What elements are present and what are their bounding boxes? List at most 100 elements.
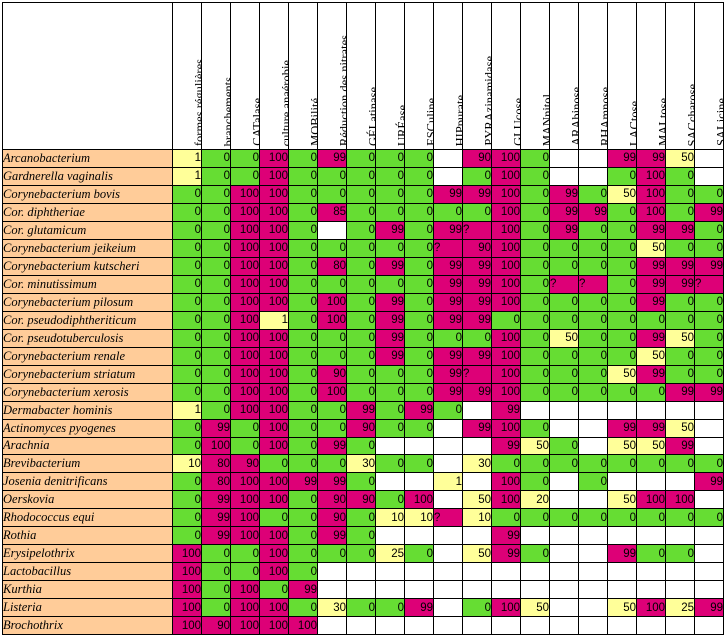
value-cell[interactable]: 30 xyxy=(462,454,492,474)
value-cell[interactable]: 100 xyxy=(491,472,521,492)
value-cell[interactable]: 0 xyxy=(578,346,608,366)
value-cell[interactable]: 0 xyxy=(462,328,492,348)
value-cell[interactable]: 0 xyxy=(665,508,695,528)
value-cell[interactable]: 50 xyxy=(665,328,695,348)
value-cell[interactable] xyxy=(433,616,463,636)
value-cell[interactable]: 100 xyxy=(636,166,666,186)
column-header[interactable]: GÉLatinase xyxy=(346,2,376,150)
value-cell[interactable]: 1 xyxy=(172,149,202,168)
value-cell[interactable] xyxy=(520,562,550,582)
value-cell[interactable]: 0 xyxy=(201,310,231,330)
value-cell[interactable] xyxy=(433,490,463,510)
value-cell[interactable]: 0 xyxy=(288,310,318,330)
value-cell[interactable]: 0 xyxy=(665,454,695,474)
organism-cell[interactable]: Listeria xyxy=(2,598,173,618)
value-cell[interactable]: 0 xyxy=(346,166,376,186)
value-cell[interactable]: 0 xyxy=(172,202,202,222)
value-cell[interactable]: 99 xyxy=(694,382,724,402)
value-cell[interactable] xyxy=(578,526,608,546)
value-cell[interactable]: 99 xyxy=(607,544,637,564)
value-cell[interactable]: 100 xyxy=(491,220,521,240)
value-cell[interactable]: 0 xyxy=(694,328,724,348)
value-cell[interactable]: 99 xyxy=(433,256,463,276)
value-cell[interactable]: 100 xyxy=(636,598,666,618)
value-cell[interactable]: 0 xyxy=(259,580,289,600)
value-cell[interactable]: 0 xyxy=(288,436,318,456)
value-cell[interactable]: 90 xyxy=(462,238,492,258)
value-cell[interactable]: 100 xyxy=(259,364,289,384)
column-header[interactable]: ARAbinose xyxy=(549,2,579,150)
value-cell[interactable]: 0 xyxy=(607,274,637,294)
value-cell[interactable]: 0 xyxy=(201,238,231,258)
value-cell[interactable] xyxy=(520,580,550,600)
value-cell[interactable]: 0 xyxy=(578,184,608,204)
organism-cell[interactable]: Arachnia xyxy=(2,436,173,456)
value-cell[interactable]: 100 xyxy=(491,382,521,402)
value-cell[interactable]: 99 xyxy=(317,526,347,546)
value-cell[interactable]: 0 xyxy=(665,364,695,384)
column-header[interactable]: ESCuline xyxy=(404,2,434,150)
value-cell[interactable]: 90 xyxy=(317,490,347,510)
value-cell[interactable]: 100 xyxy=(230,508,260,528)
value-cell[interactable]: 0 xyxy=(462,598,492,618)
value-cell[interactable]: 0 xyxy=(520,274,550,294)
value-cell[interactable]: 0 xyxy=(288,328,318,348)
value-cell[interactable]: 0 xyxy=(578,220,608,240)
value-cell[interactable]: 100 xyxy=(491,418,521,438)
value-cell[interactable]: 0 xyxy=(201,256,231,276)
value-cell[interactable] xyxy=(578,616,608,636)
value-cell[interactable]: 10 xyxy=(375,508,405,528)
value-cell[interactable]: 0 xyxy=(549,346,579,366)
value-cell[interactable] xyxy=(549,616,579,636)
column-header[interactable]: MOBilité xyxy=(288,2,318,150)
value-cell[interactable]: 0 xyxy=(201,166,231,186)
value-cell[interactable] xyxy=(491,616,521,636)
value-cell[interactable]: 99 xyxy=(346,400,376,420)
organism-cell[interactable]: Cor. minutissimum xyxy=(2,274,173,294)
value-cell[interactable]: ? xyxy=(462,220,492,240)
value-cell[interactable]: 0 xyxy=(288,166,318,186)
value-cell[interactable]: 10 xyxy=(462,508,492,528)
value-cell[interactable]: 100 xyxy=(201,436,231,456)
value-cell[interactable]: 0 xyxy=(172,490,202,510)
value-cell[interactable] xyxy=(404,472,434,492)
value-cell[interactable]: 0 xyxy=(578,238,608,258)
value-cell[interactable] xyxy=(578,562,608,582)
value-cell[interactable]: 25 xyxy=(665,598,695,618)
value-cell[interactable]: 100 xyxy=(259,166,289,186)
value-cell[interactable]: 99 xyxy=(404,400,434,420)
value-cell[interactable]: 0 xyxy=(375,490,405,510)
value-cell[interactable] xyxy=(375,616,405,636)
value-cell[interactable]: 99 xyxy=(578,202,608,222)
value-cell[interactable]: 0 xyxy=(665,310,695,330)
value-cell[interactable]: 100 xyxy=(491,184,521,204)
value-cell[interactable]: 100 xyxy=(259,328,289,348)
value-cell[interactable] xyxy=(404,436,434,456)
value-cell[interactable] xyxy=(317,562,347,582)
value-cell[interactable]: 0 xyxy=(172,418,202,438)
value-cell[interactable]: 0 xyxy=(433,328,463,348)
value-cell[interactable]: 0 xyxy=(636,382,666,402)
value-cell[interactable] xyxy=(317,616,347,636)
value-cell[interactable]: 0 xyxy=(607,508,637,528)
organism-cell[interactable]: Brochothrix xyxy=(2,616,173,636)
value-cell[interactable]: 100 xyxy=(491,364,521,384)
value-cell[interactable]: 99 xyxy=(694,256,724,276)
value-cell[interactable]: ? xyxy=(549,274,579,294)
column-header[interactable]: culture anaérobie xyxy=(259,2,289,150)
value-cell[interactable]: 100 xyxy=(288,616,318,636)
value-cell[interactable]: ? xyxy=(433,508,463,528)
organism-cell[interactable]: Rothia xyxy=(2,526,173,546)
value-cell[interactable]: 99 xyxy=(636,220,666,240)
value-cell[interactable]: 99 xyxy=(607,418,637,438)
organism-cell[interactable]: Lactobacillus xyxy=(2,562,173,582)
value-cell[interactable]: 99 xyxy=(636,364,666,384)
value-cell[interactable]: 100 xyxy=(636,202,666,222)
value-cell[interactable]: 0 xyxy=(520,472,550,492)
value-cell[interactable]: 0 xyxy=(346,364,376,384)
organism-cell[interactable]: Corynebacterium kutscheri xyxy=(2,256,173,276)
value-cell[interactable]: 0 xyxy=(520,202,550,222)
value-cell[interactable]: 0 xyxy=(491,454,521,474)
value-cell[interactable]: 0 xyxy=(317,238,347,258)
organism-cell[interactable]: Dermabacter hominis xyxy=(2,400,173,420)
